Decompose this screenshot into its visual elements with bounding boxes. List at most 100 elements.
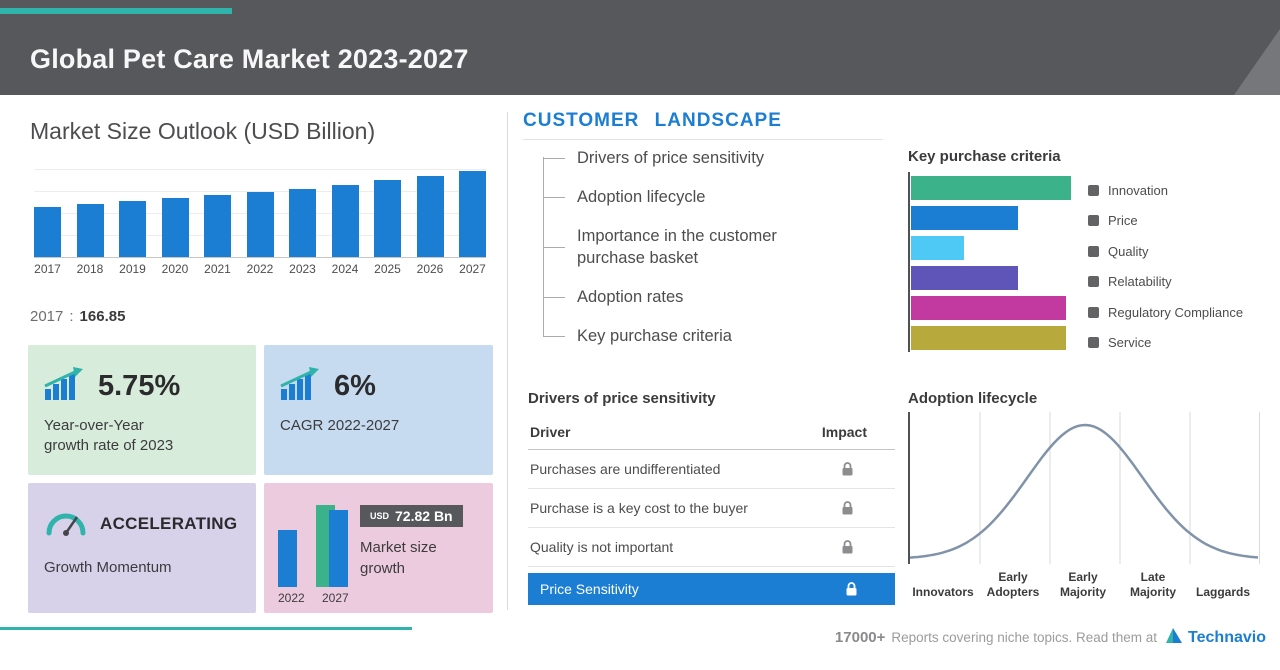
growth-badge-value: 72.82 Bn	[395, 508, 453, 524]
adoption-stage-labels: Innovators Early Adopters Early Majority…	[908, 570, 1260, 600]
market-size-year-label: 2023	[289, 262, 316, 276]
legend-label: Service	[1108, 335, 1152, 350]
cagr-card-top: 6%	[264, 345, 493, 406]
growth-trend-icon	[280, 367, 322, 406]
stage-laggards: Laggards	[1195, 585, 1250, 599]
footer-tagline: Reports covering niche topics. Read them…	[891, 630, 1158, 645]
market-size-bar-column: 2020	[161, 168, 189, 276]
market-size-year-label: 2024	[331, 262, 359, 276]
market-size-growth-chart	[276, 499, 368, 587]
lock-icon	[840, 500, 855, 516]
yoy-growth-label: Year-over-Year growth rate of 2023	[28, 406, 256, 457]
kpc-bar-innovation	[911, 176, 1071, 200]
market-size-bar-column: 2019	[119, 168, 146, 276]
legend-marker-icon	[1088, 245, 1099, 257]
panel-divider	[507, 112, 508, 610]
customer-landscape-list: Drivers of price sensitivity Adoption li…	[543, 147, 803, 364]
market-size-bar	[246, 192, 274, 257]
legend-label: Price	[1108, 213, 1138, 228]
adoption-curve-svg	[909, 412, 1260, 564]
stage-late-majority: Late Majority	[1129, 570, 1176, 599]
price-sensitivity-table: Driver Impact Purchases are undifferenti…	[528, 420, 895, 605]
adoption-bell-curve	[909, 423, 1259, 559]
legend-label: Quality	[1108, 243, 1149, 259]
technavio-logo: Technavio	[1165, 626, 1266, 649]
market-size-year-label: 2019	[119, 262, 146, 276]
market-size-bar	[119, 201, 146, 257]
market-size-bar-column: 2025	[374, 168, 401, 276]
market-size-bar-column: 2027	[459, 168, 486, 276]
market-size-bar-column: 2018	[76, 168, 104, 276]
market-size-year-label: 2026	[416, 262, 444, 276]
cagr-value: 6%	[334, 370, 376, 402]
technavio-wordmark: Technavio	[1188, 628, 1266, 646]
footer-accent-line	[0, 627, 412, 630]
table-header-row: Driver Impact	[528, 420, 895, 450]
base-year-value: 166.85	[79, 308, 126, 325]
growth-card-label-line1: Market size	[360, 539, 437, 556]
column-header-impact: Impact	[821, 424, 867, 440]
market-size-year-label: 2022	[246, 262, 274, 276]
yoy-growth-card: 5.75% Year-over-Year growth rate of 2023	[28, 345, 256, 475]
header-diagonal-decoration	[1234, 29, 1280, 95]
landscape-item-purchase-basket: Importance in the customer purchase bask…	[543, 225, 807, 269]
legend-item-price: Price	[1088, 209, 1243, 233]
kpc-bar-regulatory-compliance	[911, 296, 1066, 320]
base-year-separator: :	[69, 308, 74, 325]
kpc-bar-service	[911, 326, 1066, 350]
growth-year-2027-label: 2027	[322, 591, 349, 605]
legend-item-relatability: Relatability	[1088, 270, 1243, 294]
cagr-label: CAGR 2022-2027	[280, 417, 400, 434]
market-size-bar	[331, 185, 359, 257]
lock-icon	[840, 539, 855, 555]
legend-item-innovation: Innovation	[1088, 178, 1243, 202]
table-row: Quality is not important	[528, 528, 895, 567]
market-size-bar-column: 2026	[416, 168, 444, 276]
legend-item-service: Service	[1088, 331, 1243, 355]
kpc-bar-relatability	[911, 266, 1018, 290]
growth-year-2022-label: 2022	[278, 591, 305, 605]
market-size-title: Market Size Outlook (USD Billion)	[30, 118, 376, 144]
landscape-item-adoption-lifecycle: Adoption lifecycle	[543, 186, 807, 208]
driver-cell: Purchases are undifferentiated	[530, 461, 721, 477]
gauge-icon	[44, 505, 88, 542]
market-size-year-label: 2027	[459, 262, 486, 276]
legend-item-regulatory-compliance: Regulatory Compliance	[1088, 300, 1243, 324]
market-size-bar-column: 2023	[289, 168, 316, 276]
growth-badge-currency: USD	[370, 511, 390, 521]
legend-marker-icon	[1088, 276, 1099, 287]
driver-cell: Quality is not important	[530, 539, 674, 555]
growth-bar-2022	[278, 530, 297, 587]
technavio-logo-icon	[1165, 626, 1184, 649]
kpc-bar-price	[911, 206, 1018, 230]
lock-icon	[840, 461, 855, 477]
momentum-value: ACCELERATING	[100, 513, 238, 533]
legend-label: Relatability	[1108, 274, 1172, 289]
legend-marker-icon	[1088, 306, 1099, 318]
market-size-bar-column: 2021	[204, 168, 231, 276]
legend-marker-icon	[1088, 215, 1099, 226]
market-size-bar-column: 2024	[331, 168, 359, 276]
legend-label: Innovation	[1108, 182, 1168, 198]
driver-cell: Purchase is a key cost to the buyer	[530, 500, 748, 516]
stage-early-majority: Early Majority	[1059, 570, 1106, 599]
market-size-bar	[289, 189, 316, 257]
base-year-note: 2017:166.85	[30, 308, 125, 325]
market-size-bar-column: 2017	[34, 168, 61, 276]
market-size-bar	[76, 204, 104, 257]
header-bar	[0, 0, 1280, 95]
market-size-year-label: 2020	[161, 262, 189, 276]
cagr-card: 6% CAGR 2022-2027	[264, 345, 493, 475]
growth-card-label-line2: growth	[360, 560, 406, 577]
kpc-chart	[908, 172, 1088, 352]
momentum-label: Growth Momentum	[44, 559, 172, 576]
growth-trend-icon	[44, 367, 86, 406]
market-size-bars: 2017 2018 2019 2020 2021 2022 2023 2024 2025 2026…	[34, 168, 486, 276]
adoption-lifecycle-title: Adoption lifecycle	[908, 390, 1038, 407]
yoy-card-top: 5.75%	[28, 345, 256, 406]
page-title: Global Pet Care Market 2023-2027	[30, 44, 469, 74]
yoy-growth-value: 5.75%	[98, 370, 181, 402]
market-size-bar-column: 2022	[246, 168, 274, 276]
customer-landscape-underline	[523, 139, 883, 140]
adoption-lifecycle-chart	[908, 412, 1260, 564]
